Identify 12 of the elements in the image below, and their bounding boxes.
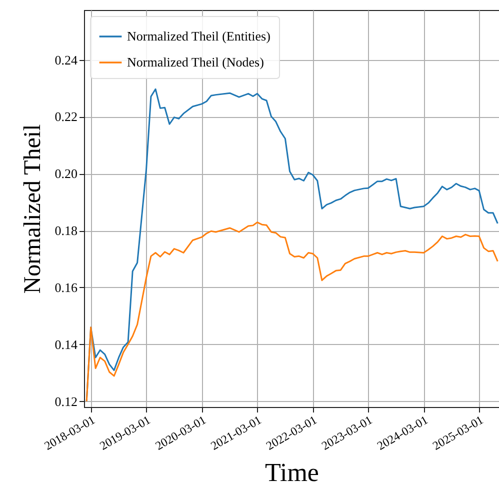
y-tick-label: 0.14: [54, 336, 78, 352]
x-axis-title: Time: [265, 458, 319, 488]
legend-label: Normalized Theil (Nodes): [127, 54, 264, 70]
y-tick-label: 0.16: [54, 280, 78, 295]
y-tick-label: 0.20: [54, 166, 78, 182]
y-tick-label: 0.12: [54, 394, 78, 409]
y-tick-label: 0.18: [54, 223, 78, 238]
y-axis-title: Normalized Theil: [20, 124, 46, 294]
y-tick-label: 0.22: [54, 109, 78, 124]
y-tick-label: 0.24: [54, 52, 78, 68]
legend-label: Normalized Theil (Entities): [127, 28, 270, 44]
line-series: [86, 222, 498, 402]
